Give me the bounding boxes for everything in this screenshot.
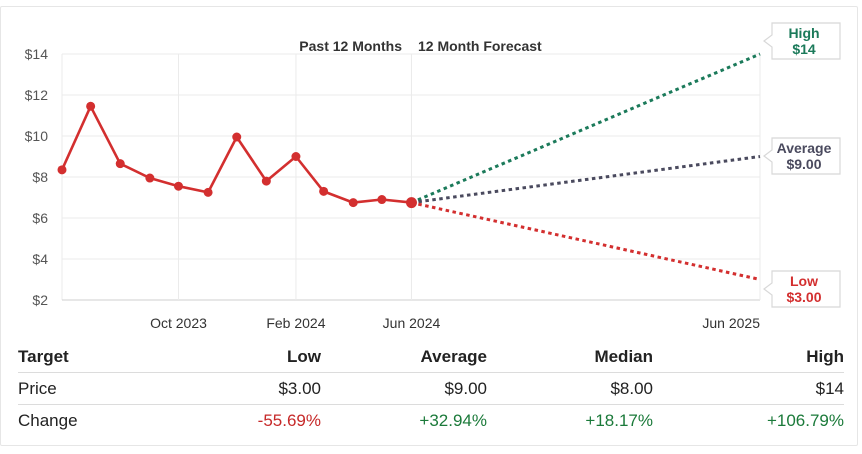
- chart-grid: [61, 53, 761, 301]
- table-row-price: Price $3.00 $9.00 $8.00 $14: [18, 372, 844, 405]
- change-high: +106.79%: [766, 410, 844, 430]
- y-tick-label: $10: [25, 128, 49, 144]
- price-target-table: Target Low Average Median High Price $3.…: [18, 341, 844, 436]
- callout-box: [763, 270, 841, 308]
- callout-low: Low$3.00: [763, 270, 841, 308]
- callout-name: High: [788, 25, 819, 41]
- data-point: [86, 101, 96, 111]
- change-average: +32.94%: [419, 410, 487, 430]
- table-row-change: Change -55.69% +32.94% +18.17% +106.79%: [18, 405, 844, 437]
- header-high: High: [653, 341, 844, 373]
- y-tick-label: $6: [32, 210, 48, 226]
- callout-average: Average$9.00: [763, 137, 841, 175]
- header-median: Median: [487, 341, 653, 373]
- y-tick-label: $12: [25, 87, 49, 103]
- y-tick-label: $8: [32, 169, 48, 185]
- y-tick-label: $4: [32, 251, 48, 267]
- price-series: [57, 101, 417, 209]
- callout-value: $3.00: [786, 289, 821, 305]
- data-point: [203, 187, 213, 197]
- forecast-line-average: [411, 155, 761, 205]
- price-low: $3.00: [188, 372, 321, 405]
- data-point: [261, 176, 271, 186]
- x-tick-label: Jun 2024: [383, 315, 441, 331]
- price-high: $14: [653, 372, 844, 405]
- callout-name: Low: [790, 273, 818, 289]
- table-header-row: Target Low Average Median High: [18, 341, 844, 373]
- price-forecast-chart: $14 $12 $10 $8 $6 $4 $2 Oct 2023 Feb 2024 Jun 20…: [25, 22, 841, 331]
- forecast-callouts: High$14 Average$9.00 Low$3.00: [763, 22, 841, 308]
- x-tick-label: Oct 2023: [150, 315, 207, 331]
- forecast-lines: [410, 52, 761, 281]
- price-average: $9.00: [321, 372, 487, 405]
- callout-box: [763, 137, 841, 175]
- header-average: Average: [321, 341, 487, 373]
- y-tick-label: $2: [32, 292, 48, 308]
- data-point: [232, 132, 242, 142]
- data-point: [291, 152, 301, 161]
- x-axis: Oct 2023 Feb 2024 Jun 2024 Jun 2025: [150, 315, 760, 331]
- forecast-line-low: [411, 201, 761, 281]
- data-point: [173, 181, 183, 191]
- callout-name: Average: [777, 140, 832, 156]
- data-point: [115, 159, 125, 169]
- callout-box: [763, 22, 841, 60]
- forecast-header: 12 Month Forecast: [418, 38, 542, 54]
- data-point: [57, 165, 67, 175]
- data-point: [145, 173, 155, 183]
- y-axis: $14 $12 $10 $8 $6 $4 $2: [25, 46, 49, 308]
- x-tick-label: Feb 2024: [266, 315, 325, 331]
- price-line: [60, 105, 412, 204]
- change-label: Change: [18, 410, 78, 430]
- callout-value: $9.00: [786, 156, 821, 172]
- past-12-months-header: Past 12 Months: [299, 38, 402, 54]
- callout-high: High$14: [763, 22, 841, 60]
- data-point: [319, 186, 329, 196]
- header-low: Low: [188, 341, 321, 373]
- x-tick-label: Jun 2025: [702, 315, 760, 331]
- change-low: -55.69%: [257, 410, 321, 430]
- y-tick-label: $14: [25, 46, 49, 62]
- price-median: $8.00: [487, 372, 653, 405]
- data-point: [377, 195, 387, 205]
- forecast-line-high: [410, 52, 761, 205]
- callout-value: $14: [792, 41, 816, 57]
- header-target: Target: [18, 341, 188, 373]
- price-label: Price: [18, 372, 188, 405]
- data-point: [405, 197, 417, 209]
- change-median: +18.17%: [585, 410, 653, 430]
- data-point: [348, 198, 358, 208]
